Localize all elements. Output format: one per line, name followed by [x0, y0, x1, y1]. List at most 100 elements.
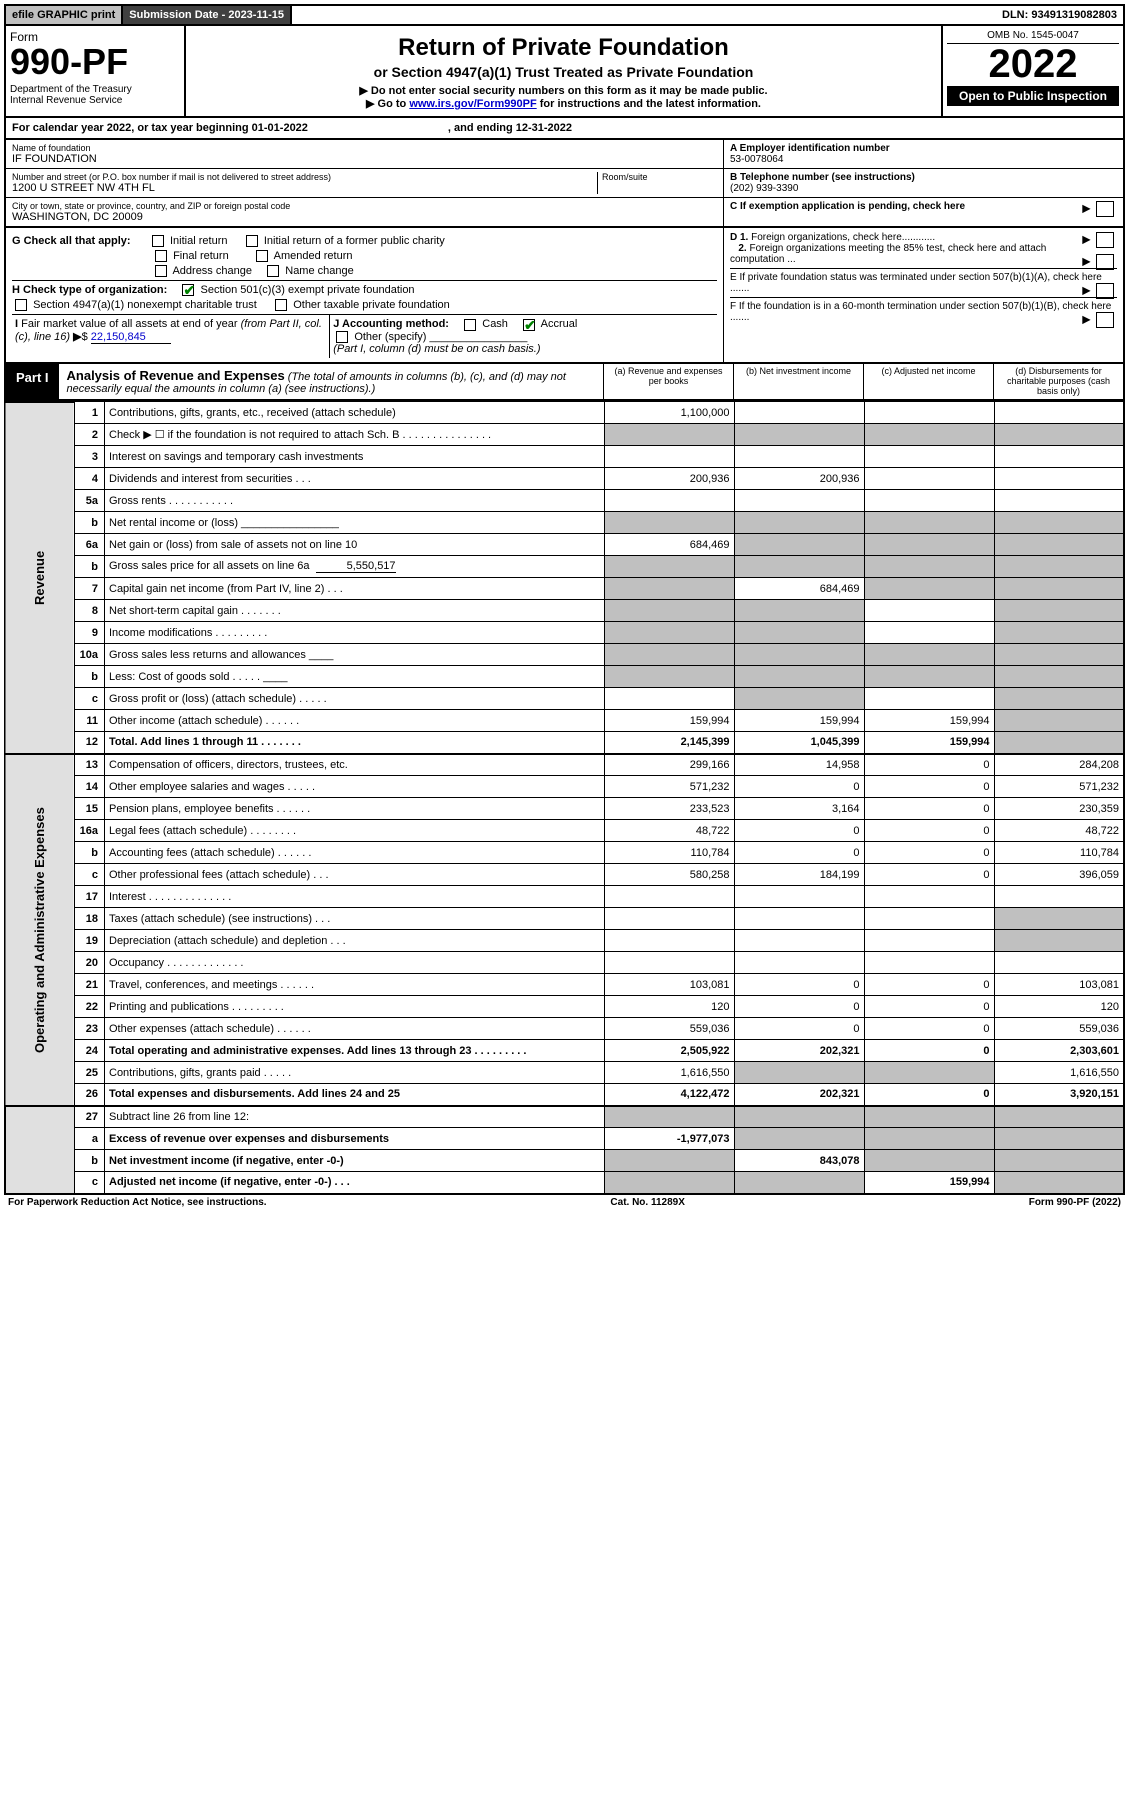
row-desc: Contributions, gifts, grants paid . . . …: [105, 1062, 605, 1084]
fmv-value: 22,150,845: [91, 331, 171, 344]
city-label: City or town, state or province, country…: [12, 201, 717, 211]
top-bar: efile GRAPHIC print Submission Date - 20…: [4, 4, 1125, 26]
row-desc: Taxes (attach schedule) (see instruction…: [105, 908, 605, 930]
f-label: F If the foundation is in a 60-month ter…: [730, 301, 1111, 323]
entity-block: Name of foundation IF FOUNDATION Number …: [4, 140, 1125, 228]
row-desc: Occupancy . . . . . . . . . . . . .: [105, 952, 605, 974]
form-number: 990-PF: [10, 44, 180, 80]
tel-value: (202) 939-3390: [730, 183, 1117, 194]
irs-link[interactable]: www.irs.gov/Form990PF: [409, 98, 536, 110]
row-num: b: [75, 512, 105, 534]
row-num: 3: [75, 446, 105, 468]
c-label: C If exemption application is pending, c…: [730, 201, 965, 212]
g-label: G Check all that apply:: [12, 235, 131, 247]
name-label: Name of foundation: [12, 143, 717, 153]
row-num: 4: [75, 468, 105, 490]
room-label: Room/suite: [602, 172, 717, 182]
dept-label: Department of the TreasuryInternal Reven…: [10, 84, 180, 106]
footer-right: Form 990-PF (2022): [1029, 1197, 1121, 1208]
row-desc: Other expenses (attach schedule) . . . .…: [105, 1018, 605, 1040]
row-desc: Capital gain net income (from Part IV, l…: [105, 578, 605, 600]
row-num: 22: [75, 996, 105, 1018]
row-desc: Dividends and interest from securities .…: [105, 468, 605, 490]
row-num: 18: [75, 908, 105, 930]
part1-title: Analysis of Revenue and Expenses: [67, 368, 285, 383]
row-num: c: [75, 864, 105, 886]
cb-name-change[interactable]: [267, 265, 279, 277]
row-num: 6a: [75, 534, 105, 556]
row-desc: Other professional fees (attach schedule…: [105, 864, 605, 886]
e-label: E If private foundation status was termi…: [730, 272, 1102, 294]
cb-initial-return[interactable]: [152, 235, 164, 247]
row-desc: Contributions, gifts, grants, etc., rece…: [105, 402, 605, 424]
col-b-hdr: (b) Net investment income: [733, 364, 863, 399]
row-desc: Less: Cost of goods sold . . . . . ____: [105, 666, 605, 688]
footer-left: For Paperwork Reduction Act Notice, see …: [8, 1197, 267, 1208]
cb-f[interactable]: [1096, 312, 1114, 328]
row-desc: Total expenses and disbursements. Add li…: [105, 1084, 605, 1106]
col-d-hdr: (d) Disbursements for charitable purpose…: [993, 364, 1123, 399]
cb-cash[interactable]: [464, 319, 476, 331]
row-desc: Accounting fees (attach schedule) . . . …: [105, 842, 605, 864]
row-desc: Check ▶ ☐ if the foundation is not requi…: [105, 424, 605, 446]
row-desc: Total operating and administrative expen…: [105, 1040, 605, 1062]
page-footer: For Paperwork Reduction Act Notice, see …: [4, 1195, 1125, 1210]
tax-year: 2022: [947, 44, 1119, 84]
row-num: 24: [75, 1040, 105, 1062]
cb-e[interactable]: [1096, 283, 1114, 299]
form-header: Form 990-PF Department of the TreasuryIn…: [4, 26, 1125, 118]
row-desc: Gross profit or (loss) (attach schedule)…: [105, 688, 605, 710]
c-checkbox[interactable]: [1096, 201, 1114, 217]
row-num: 26: [75, 1084, 105, 1106]
row-desc: Compensation of officers, directors, tru…: [105, 754, 605, 776]
row-num: 1: [75, 402, 105, 424]
row-desc: Net short-term capital gain . . . . . . …: [105, 600, 605, 622]
row-num: b: [75, 842, 105, 864]
row-num: 16a: [75, 820, 105, 842]
addr-label: Number and street (or P.O. box number if…: [12, 172, 597, 182]
cb-other-taxable[interactable]: [275, 299, 287, 311]
cb-501c3[interactable]: [182, 284, 194, 296]
h-label: H Check type of organization:: [12, 284, 167, 296]
row-num: 10a: [75, 644, 105, 666]
row-desc: Travel, conferences, and meetings . . . …: [105, 974, 605, 996]
cb-d2[interactable]: [1096, 254, 1114, 270]
open-inspection: Open to Public Inspection: [947, 86, 1119, 106]
row-num: 25: [75, 1062, 105, 1084]
row-num: 19: [75, 930, 105, 952]
footer-mid: Cat. No. 11289X: [610, 1197, 684, 1208]
row-desc: Interest on savings and temporary cash i…: [105, 446, 605, 468]
row-desc: Other employee salaries and wages . . . …: [105, 776, 605, 798]
checks-block: G Check all that apply: Initial return I…: [4, 228, 1125, 364]
cb-other-method[interactable]: [336, 331, 348, 343]
cb-d1[interactable]: [1096, 232, 1114, 248]
row-num: 9: [75, 622, 105, 644]
tel-label: B Telephone number (see instructions): [730, 172, 1117, 183]
cb-4947[interactable]: [15, 299, 27, 311]
row-desc: Total. Add lines 1 through 11 . . . . . …: [105, 732, 605, 754]
cb-final-return[interactable]: [155, 250, 167, 262]
j-note: (Part I, column (d) must be on cash basi…: [333, 343, 540, 355]
row-num: 12: [75, 732, 105, 754]
row-num: 2: [75, 424, 105, 446]
row-num: b: [75, 666, 105, 688]
ein-label: A Employer identification number: [730, 143, 1117, 154]
cb-accrual[interactable]: [523, 319, 535, 331]
row-desc: Pension plans, employee benefits . . . .…: [105, 798, 605, 820]
row-num: b: [75, 556, 105, 578]
part1-header: Part I Analysis of Revenue and Expenses …: [4, 364, 1125, 401]
cb-initial-return-former[interactable]: [246, 235, 258, 247]
vtab-exp-body: Operating and Administrative Expenses: [5, 754, 75, 1106]
row-desc: Interest . . . . . . . . . . . . . .: [105, 886, 605, 908]
row-desc: Other income (attach schedule) . . . . .…: [105, 710, 605, 732]
row-desc: Net rental income or (loss) ____________…: [105, 512, 605, 534]
cb-address-change[interactable]: [155, 265, 167, 277]
col-a-hdr: (a) Revenue and expenses per books: [603, 364, 733, 399]
cb-amended-return[interactable]: [256, 250, 268, 262]
foundation-name: IF FOUNDATION: [12, 153, 717, 165]
col-c-hdr: (c) Adjusted net income: [863, 364, 993, 399]
row-num: 17: [75, 886, 105, 908]
ein-value: 53-0078064: [730, 154, 1117, 165]
row-num: 13: [75, 754, 105, 776]
row-num: 5a: [75, 490, 105, 512]
